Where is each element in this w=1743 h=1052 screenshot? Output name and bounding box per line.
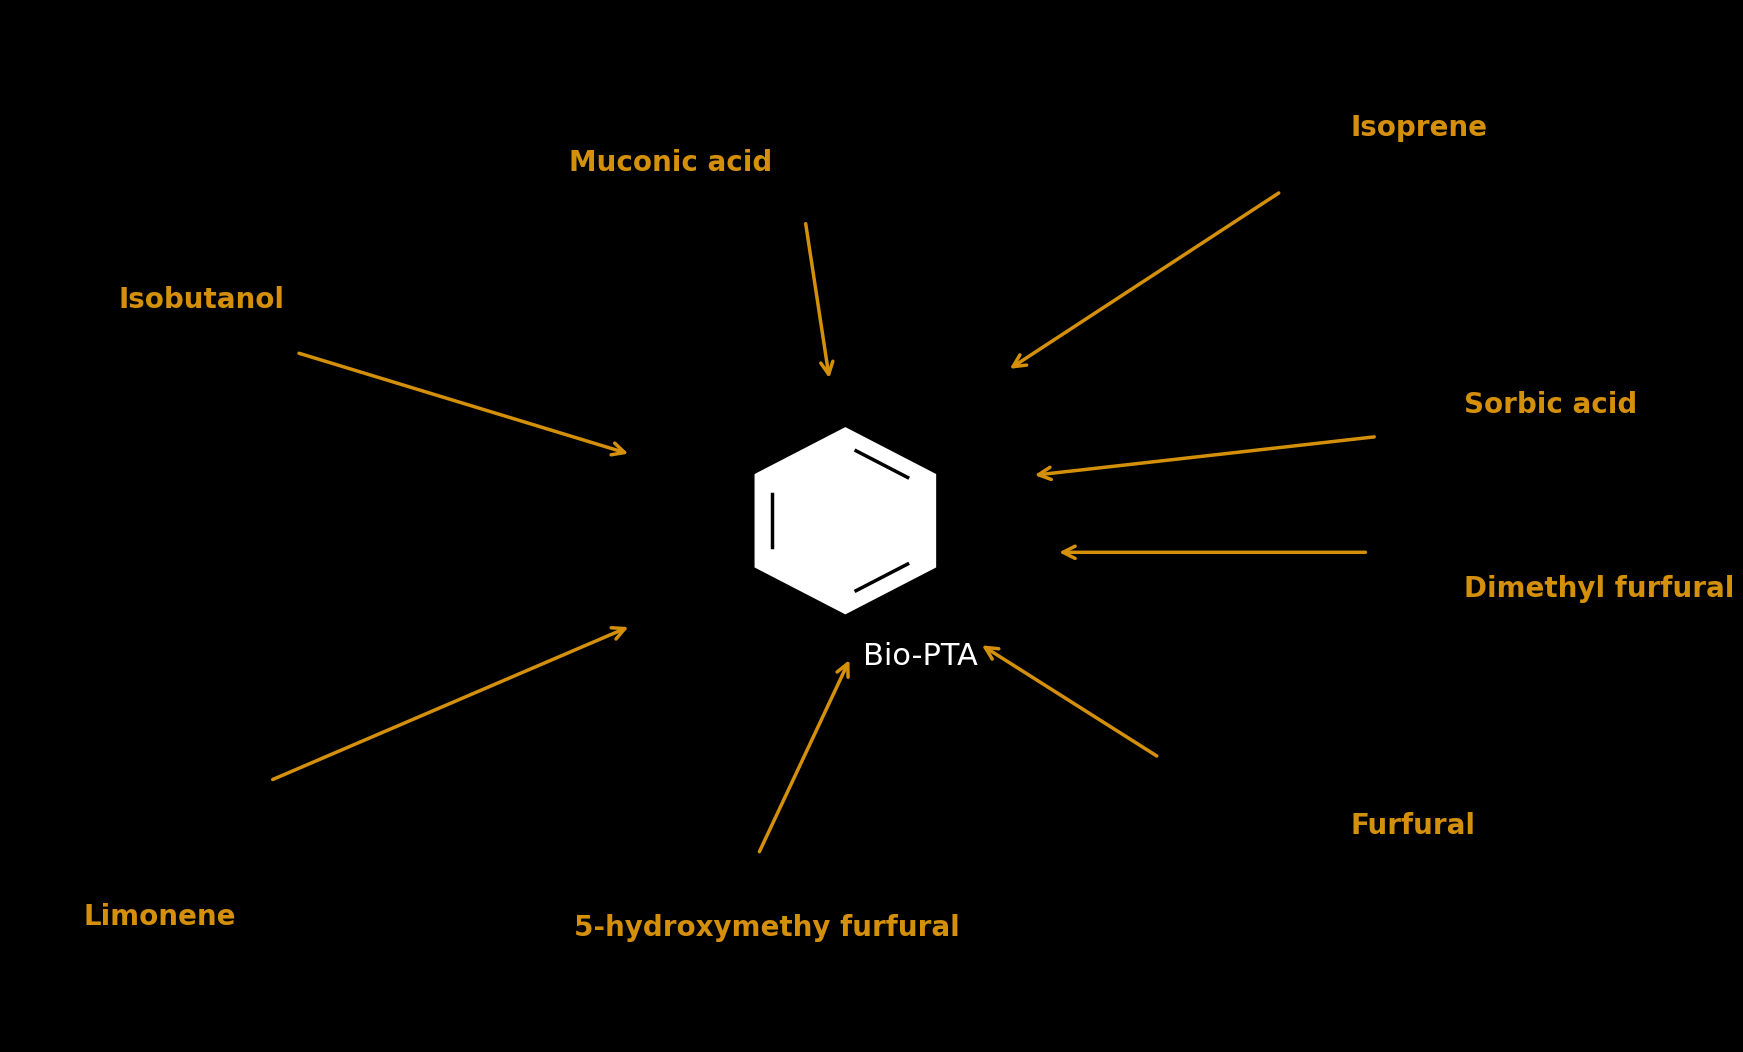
Text: Dimethyl furfural: Dimethyl furfural [1464,575,1734,603]
Text: Isoprene: Isoprene [1351,115,1489,142]
Text: Sorbic acid: Sorbic acid [1464,391,1637,419]
Text: Furfural: Furfural [1351,812,1476,839]
Text: Limonene: Limonene [84,904,235,931]
Polygon shape [751,424,939,618]
Text: Bio-PTA: Bio-PTA [863,642,978,671]
Text: 5-hydroxymethy furfural: 5-hydroxymethy furfural [573,914,960,942]
Text: Muconic acid: Muconic acid [570,149,772,177]
Text: Isobutanol: Isobutanol [119,286,284,313]
